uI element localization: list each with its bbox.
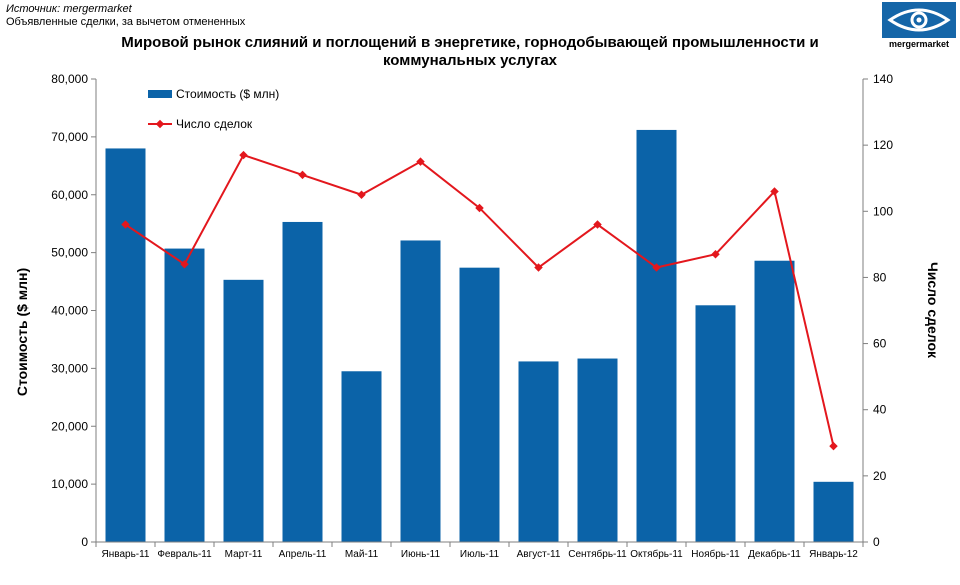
source-line: Источник: mergermarket: [6, 3, 132, 15]
y-tick-label: 60,000: [51, 188, 88, 202]
bar: [518, 361, 559, 542]
bar: [636, 129, 677, 542]
axes-layer: 0 10,000 20,000 30,000 40,000 50,000 60,000 70,…: [51, 72, 893, 560]
logo-name: mergermarket: [888, 39, 950, 49]
x-tick-label: Январь-11: [102, 549, 150, 560]
bar: [164, 248, 205, 543]
bars-layer: [105, 129, 854, 543]
bar: [459, 267, 500, 542]
y-tick-label: 30,000: [51, 361, 88, 375]
y2-tick-label: 80: [873, 270, 887, 284]
legend-line-marker: [155, 119, 165, 129]
x-tick-label: Январь-12: [809, 549, 858, 560]
deal-count-point: [416, 157, 425, 166]
x-tick-label: Июль-11: [460, 549, 500, 560]
y-tick-label: 50,000: [51, 246, 88, 260]
deal-count-point: [652, 263, 661, 272]
deal-count-point: [298, 170, 307, 180]
x-tick-label: Декабрь-11: [748, 548, 801, 560]
deal-count-point: [357, 190, 366, 199]
x-tick-label: Октябрь-11: [630, 548, 683, 560]
legend-bar-label: Стоимость ($ млн): [176, 87, 279, 101]
legend-bar-swatch: [148, 90, 172, 98]
mergermarket-logo: mergermarket: [882, 2, 956, 52]
source-note: Источник: mergermarket Объявленные сделк…: [6, 3, 245, 29]
y-tick-label: 80,000: [51, 72, 88, 86]
bar: [813, 481, 854, 542]
bar: [695, 305, 736, 542]
bar: [341, 371, 382, 542]
y2-axis-title: Число сделок: [925, 262, 941, 359]
x-tick-label: Май-11: [345, 549, 379, 560]
x-tick-label: Ноябрь-11: [691, 548, 740, 560]
y2-tick-label: 100: [873, 204, 893, 218]
chart-title: Мировой рынок слияний и поглощений в эне…: [121, 34, 819, 69]
legend-line-label: Число сделок: [176, 117, 253, 131]
x-tick-label: Март-11: [225, 549, 263, 560]
bar: [223, 279, 264, 542]
y-tick-label: 0: [81, 535, 88, 549]
y2-tick-label: 20: [873, 469, 887, 483]
line-layer: [121, 150, 838, 451]
bar: [577, 358, 618, 542]
deal-count-point: [475, 203, 484, 213]
deal-count-point: [534, 263, 543, 272]
bar: [105, 148, 146, 542]
bar: [282, 221, 323, 543]
y-tick-label: 40,000: [51, 304, 88, 318]
x-tick-label: Сентябрь-11: [568, 548, 627, 560]
deal-count-point: [121, 220, 130, 229]
y-tick-label: 20,000: [51, 419, 88, 433]
legend: Стоимость ($ млн) Число сделок: [148, 87, 279, 131]
eye-fish-logo-icon: [882, 2, 956, 38]
y2-tick-label: 140: [873, 72, 893, 86]
y-tick-label: 10,000: [51, 477, 88, 491]
y2-tick-label: 40: [873, 403, 887, 417]
deal-count-point: [239, 150, 248, 160]
y2-tick-label: 120: [873, 138, 893, 152]
y-tick-label: 70,000: [51, 130, 88, 144]
y-axis-title: Стоимость ($ млн): [14, 268, 30, 396]
x-tick-label: Август-11: [517, 549, 561, 560]
x-tick-label: Апрель-11: [279, 549, 327, 560]
y2-tick-label: 60: [873, 337, 887, 351]
deal-count-point: [180, 259, 189, 269]
source-filter-note: Объявленные сделки, за вычетом отмененны…: [6, 16, 246, 28]
bar: [754, 260, 795, 542]
y2-tick-label: 0: [873, 535, 880, 549]
deal-count-point: [829, 441, 838, 451]
x-tick-label: Июнь-11: [401, 549, 441, 560]
bar: [400, 240, 441, 542]
x-tick-label: Февраль-11: [157, 549, 212, 560]
